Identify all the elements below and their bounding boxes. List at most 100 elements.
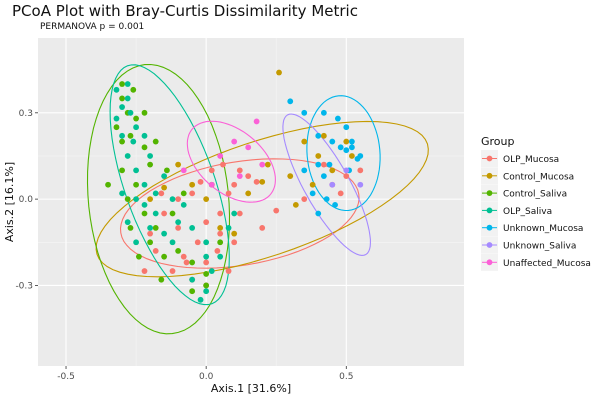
x-axis-title: Axis.1 [31.6%] [211, 382, 291, 395]
point-olp-mucosa [203, 259, 210, 266]
legend-point-unknown-saliva [486, 242, 493, 248]
point-olp-saliva [152, 190, 159, 197]
point-unknown-mucosa [343, 124, 350, 131]
point-control-saliva [124, 196, 131, 203]
point-control-saliva [152, 224, 159, 231]
point-olp-mucosa [231, 239, 238, 246]
x-tick-label: 0.0 [199, 372, 214, 382]
y-axis-ticks: -0.3 0.0 0.3 [15, 109, 38, 291]
point-control-saliva [152, 138, 159, 145]
point-olp-mucosa [183, 259, 190, 266]
point-unknown-saliva [329, 181, 336, 188]
point-olp-saliva [231, 210, 238, 217]
point-control-saliva [127, 132, 134, 139]
point-olp-mucosa [180, 253, 187, 260]
legend-point-olp-mucosa [486, 155, 493, 162]
chart-subtitle: PERMANOVA p = 0.001 [40, 22, 145, 32]
point-olp-saliva [169, 196, 176, 203]
point-control-mucosa [259, 178, 266, 185]
ellipse-control-mucosa [95, 120, 429, 278]
point-control-saliva [119, 167, 125, 174]
y-tick-label: -0.3 [15, 281, 33, 291]
point-olp-mucosa [194, 239, 201, 246]
data-points [105, 69, 364, 303]
point-control-saliva [147, 161, 154, 168]
point-control-mucosa [264, 161, 271, 168]
point-olp-saliva [141, 181, 148, 188]
legend-point-control-saliva [486, 190, 493, 197]
point-olp-mucosa [161, 210, 168, 217]
point-unknown-mucosa [329, 138, 336, 145]
point-olp-saliva [161, 173, 168, 180]
point-olp-mucosa [203, 219, 210, 226]
legend-label-control-mucosa: Control_Mucosa [503, 172, 574, 182]
point-olp-saliva [119, 190, 125, 197]
point-olp-saliva [225, 224, 232, 231]
point-control-saliva [135, 253, 142, 260]
point-unknown-mucosa [343, 147, 350, 154]
point-olp-saliva [133, 167, 139, 174]
point-control-mucosa [231, 230, 238, 237]
point-olp-saliva [133, 124, 139, 131]
point-unknown-mucosa [348, 144, 355, 151]
point-olp-saliva [124, 81, 131, 87]
point-unknown-mucosa [348, 138, 355, 145]
point-olp-saliva [147, 153, 154, 159]
point-olp-saliva [124, 95, 131, 102]
point-olp-saliva [147, 224, 154, 231]
major-gridlines [38, 38, 464, 366]
point-control-mucosa [161, 184, 168, 191]
point-olp-mucosa [245, 173, 252, 180]
point-olp-mucosa [337, 190, 344, 197]
point-control-mucosa [287, 173, 294, 180]
point-control-mucosa [147, 196, 154, 203]
point-olp-mucosa [217, 230, 224, 237]
point-olp-mucosa [231, 181, 238, 188]
ellipse-olp-mucosa [119, 158, 360, 269]
point-control-mucosa [292, 201, 299, 208]
point-olp-saliva [161, 230, 168, 237]
point-olp-mucosa [220, 161, 226, 168]
point-olp-saliva [189, 224, 196, 231]
point-control-saliva [158, 276, 165, 283]
point-olp-saliva [124, 153, 131, 159]
point-olp-mucosa [217, 210, 224, 217]
legend-label-olp-mucosa: OLP_Mucosa [503, 155, 559, 165]
y-tick-label: 0.0 [19, 195, 34, 205]
point-control-mucosa [329, 167, 336, 174]
legend-label-control-saliva: Control_Saliva [503, 190, 567, 200]
ellipse-unaffected-mucosa [186, 120, 276, 203]
point-control-saliva [203, 271, 210, 277]
x-tick-label: 0.5 [339, 372, 353, 382]
point-control-saliva [175, 248, 182, 254]
point-olp-saliva [113, 86, 120, 93]
point-control-saliva [141, 144, 148, 151]
point-unknown-mucosa [301, 167, 308, 174]
point-control-saliva [161, 253, 168, 260]
point-olp-saliva [141, 132, 148, 139]
confidence-ellipses [86, 63, 429, 335]
point-unaffected-mucosa [208, 181, 215, 188]
point-olp-mucosa [273, 207, 280, 214]
point-olp-saliva [203, 239, 210, 246]
point-unknown-mucosa [287, 98, 294, 105]
point-olp-saliva [203, 288, 210, 295]
legend-point-control-mucosa [486, 172, 493, 179]
point-control-saliva [119, 81, 125, 87]
point-unknown-mucosa [320, 109, 327, 116]
x-axis-ticks: -0.5 0.0 0.5 [57, 366, 353, 382]
point-olp-saliva [208, 268, 215, 274]
point-control-mucosa [175, 161, 182, 168]
point-olp-mucosa [158, 190, 165, 197]
point-control-mucosa [276, 69, 282, 76]
point-unknown-mucosa [334, 115, 341, 122]
point-unknown-mucosa [315, 161, 322, 168]
point-control-mucosa [315, 153, 322, 159]
point-control-saliva [119, 138, 125, 145]
y-tick-label: 0.3 [19, 109, 33, 119]
point-control-mucosa [301, 138, 308, 145]
point-olp-mucosa [343, 173, 350, 180]
point-unaffected-mucosa [253, 118, 260, 125]
point-control-mucosa [348, 153, 355, 159]
